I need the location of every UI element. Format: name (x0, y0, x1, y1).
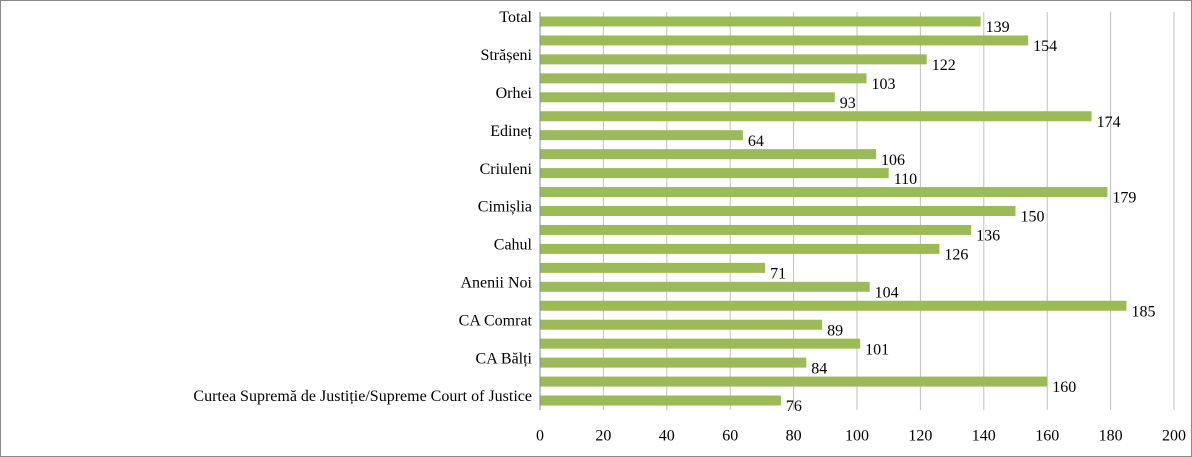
y-tick-label: Criuleni (480, 161, 533, 178)
value-label: 160 (1052, 379, 1076, 396)
bar (540, 338, 861, 349)
y-tick-label: Strășeni (480, 47, 532, 64)
bar (540, 35, 1029, 46)
value-label: 89 (827, 322, 843, 339)
bar (540, 54, 927, 65)
y-tick-label: Cimișlia (478, 199, 532, 216)
y-tick-label: Cahul (494, 237, 533, 254)
y-tick-label: Edineț (490, 123, 532, 140)
value-label: 104 (875, 284, 899, 301)
x-tick-label: 120 (908, 428, 932, 445)
y-tick-label: Anenii Noi (460, 274, 532, 291)
bar (540, 243, 940, 254)
value-label: 84 (811, 360, 827, 377)
bar (540, 357, 807, 368)
bar (540, 262, 766, 273)
bar (540, 300, 1127, 311)
bar (540, 319, 823, 330)
x-tick-label: 100 (845, 428, 869, 445)
y-tick-label: Total (499, 9, 532, 26)
value-label: 154 (1033, 38, 1057, 55)
y-tick-label: Curtea Supremă de Justiție/Supreme Court… (193, 388, 532, 405)
x-tick-label: 160 (1035, 428, 1059, 445)
bar (540, 187, 1108, 198)
x-tick-label: 180 (1099, 428, 1123, 445)
bar (540, 111, 1092, 122)
y-tick-label: CA Comrat (459, 312, 533, 329)
value-label: 150 (1021, 209, 1045, 226)
value-label: 136 (976, 228, 1000, 245)
y-tick-label: CA Bălți (476, 350, 533, 367)
value-label: 126 (944, 247, 968, 264)
x-tick-label: 40 (659, 428, 675, 445)
y-tick-label: Orhei (496, 85, 533, 102)
bar (540, 281, 870, 292)
x-tick-label: 20 (595, 428, 611, 445)
bar (540, 224, 972, 235)
value-label: 93 (840, 95, 856, 112)
x-tick-label: 0 (536, 428, 544, 445)
bar (540, 168, 889, 179)
bar (540, 395, 781, 406)
value-label: 64 (748, 133, 764, 150)
value-label: 71 (770, 266, 786, 283)
value-label: 103 (872, 76, 896, 93)
value-label: 174 (1097, 114, 1121, 131)
x-tick-label: 200 (1162, 428, 1186, 445)
value-label: 106 (881, 152, 905, 169)
bar (540, 73, 867, 84)
bar (540, 92, 835, 103)
value-label: 110 (894, 171, 917, 188)
value-label: 139 (986, 19, 1010, 36)
value-label: 185 (1131, 303, 1155, 320)
bar (540, 16, 981, 27)
bar (540, 376, 1048, 387)
bar (540, 130, 743, 141)
x-tick-label: 140 (972, 428, 996, 445)
value-label: 101 (865, 341, 889, 358)
bar (540, 206, 1016, 216)
bar (540, 149, 877, 160)
x-tick-label: 80 (786, 428, 802, 445)
value-label: 179 (1112, 190, 1136, 207)
value-label: 76 (786, 398, 802, 415)
x-tick-label: 60 (722, 428, 738, 445)
value-label: 122 (932, 57, 956, 74)
